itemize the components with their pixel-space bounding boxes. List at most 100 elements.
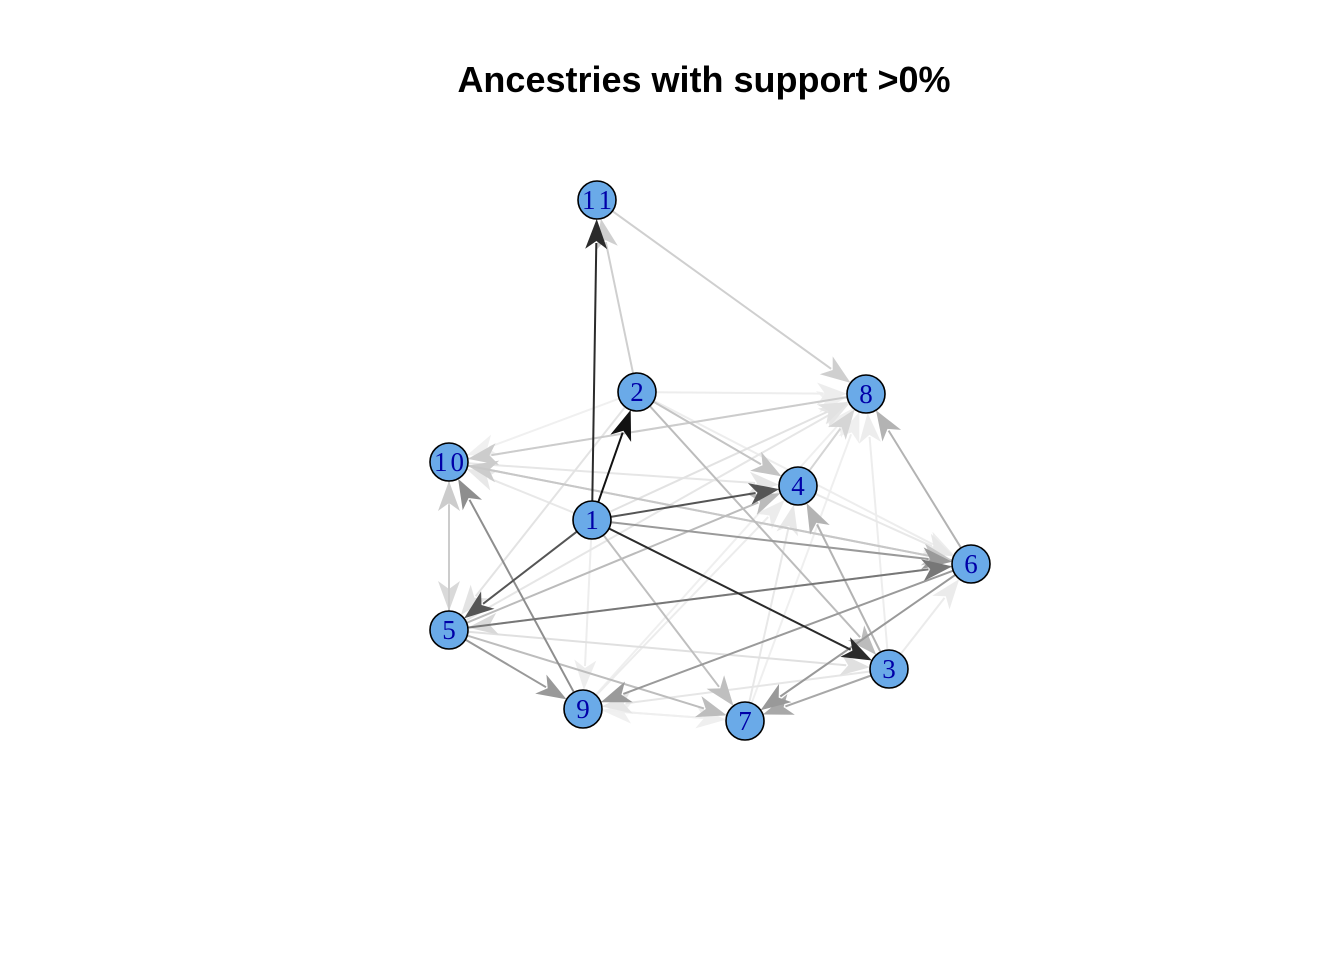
edge-arrowhead xyxy=(458,478,482,511)
edge-3-to-8 xyxy=(859,412,889,651)
edge-line xyxy=(482,530,578,605)
edge-line xyxy=(466,634,705,710)
edge-line xyxy=(610,492,756,518)
edge-line xyxy=(584,538,593,667)
edge-arrowhead xyxy=(694,696,727,718)
edge-line xyxy=(595,516,769,696)
edge-line xyxy=(467,568,929,629)
node-4: 4 xyxy=(778,466,818,506)
edge-4-to-8 xyxy=(808,409,855,472)
edge-6-to-9 xyxy=(600,569,954,703)
edge-line xyxy=(465,414,830,622)
edge-line xyxy=(464,638,547,689)
edge-2-to-8 xyxy=(655,382,847,405)
node-6: 6 xyxy=(951,544,991,584)
node-circle xyxy=(951,544,991,584)
edge-arrowhead xyxy=(816,382,847,405)
edge-line xyxy=(474,406,626,597)
edge-line xyxy=(488,477,575,514)
edge-arrowhead xyxy=(585,219,608,250)
node-1: 1 xyxy=(572,500,612,540)
edge-line xyxy=(467,462,756,484)
edge-5-to-6 xyxy=(467,559,953,629)
edge-line xyxy=(608,411,828,514)
edge-arrowhead xyxy=(467,443,500,465)
edge-3-to-6 xyxy=(899,579,960,655)
edges-layer xyxy=(438,210,962,729)
node-circle xyxy=(572,500,612,540)
node-label: 8 xyxy=(859,379,873,409)
edge-arrowhead xyxy=(467,612,499,635)
edge-line xyxy=(625,670,871,705)
edge-6-to-7 xyxy=(760,573,956,711)
node-7: 7 xyxy=(725,701,765,741)
edge-1-to-4 xyxy=(610,483,780,518)
edge-line xyxy=(622,569,954,695)
edge-line xyxy=(649,405,861,638)
edge-arrowhead xyxy=(816,401,849,425)
node-5: 5 xyxy=(429,610,469,650)
node-circle xyxy=(577,180,617,220)
edge-line xyxy=(468,499,575,693)
node-label: 5 xyxy=(442,615,456,645)
edge-1-to-9 xyxy=(574,538,597,690)
edge-arrowhead xyxy=(756,499,785,529)
node-11: 11 xyxy=(577,180,617,220)
node-circle xyxy=(778,466,818,506)
node-label: 4 xyxy=(791,471,805,501)
edge-5-to-3 xyxy=(467,630,871,676)
edge-1-to-11 xyxy=(585,219,608,502)
edge-6-to-8 xyxy=(876,410,962,549)
node-circle xyxy=(429,442,469,482)
node-2: 2 xyxy=(617,372,657,412)
node-circle xyxy=(846,374,886,414)
edge-line xyxy=(467,464,929,557)
edge-3-to-4 xyxy=(806,503,882,653)
edge-arrowhead xyxy=(819,356,851,383)
edge-arrowhead xyxy=(828,409,855,440)
edge-5-to-10 xyxy=(438,481,460,611)
edge-arrowhead xyxy=(932,579,960,610)
edge-2-to-5 xyxy=(460,406,626,616)
edge-2-to-4 xyxy=(652,400,782,477)
edge-arrowhead xyxy=(610,409,632,442)
node-circle xyxy=(725,701,765,741)
edge-line xyxy=(597,432,624,503)
node-circle xyxy=(429,610,469,650)
edge-1-to-2 xyxy=(597,409,632,503)
edge-arrowhead xyxy=(921,559,953,582)
node-label: 2 xyxy=(630,377,644,407)
edge-line xyxy=(602,534,720,688)
edge-line xyxy=(748,527,790,703)
edge-arrowhead xyxy=(535,674,567,700)
node-9: 9 xyxy=(563,689,603,729)
edge-line xyxy=(808,428,842,472)
edge-5-to-7 xyxy=(466,634,727,718)
nodes-layer: 1 2 3 4 5 6 7 8 9 10 11 xyxy=(429,180,991,741)
plot-title: Ancestries with support >0% xyxy=(457,59,950,100)
edge-5-to-9 xyxy=(464,638,567,700)
edge-1-to-5 xyxy=(464,530,578,619)
edge-11-to-8 xyxy=(611,210,851,383)
node-3: 3 xyxy=(869,649,909,689)
edge-line xyxy=(604,241,635,374)
edge-line xyxy=(608,527,852,651)
edge-arrowhead xyxy=(859,412,881,444)
edge-arrowhead xyxy=(438,481,460,511)
edge-line xyxy=(611,210,832,370)
edge-line xyxy=(785,674,872,708)
edge-line xyxy=(899,597,946,655)
edge-arrowhead xyxy=(467,460,500,483)
edge-line xyxy=(652,400,762,466)
edge-line xyxy=(467,630,847,667)
edge-arrowhead xyxy=(600,681,633,703)
edge-arrowhead xyxy=(806,503,830,535)
edge-arrowhead xyxy=(760,684,792,711)
node-circle xyxy=(617,372,657,412)
edge-arrowhead xyxy=(460,584,488,616)
edge-1-to-3 xyxy=(608,527,872,661)
edge-line xyxy=(779,573,956,698)
node-8: 8 xyxy=(846,374,886,414)
edge-arrowhead xyxy=(876,410,902,442)
